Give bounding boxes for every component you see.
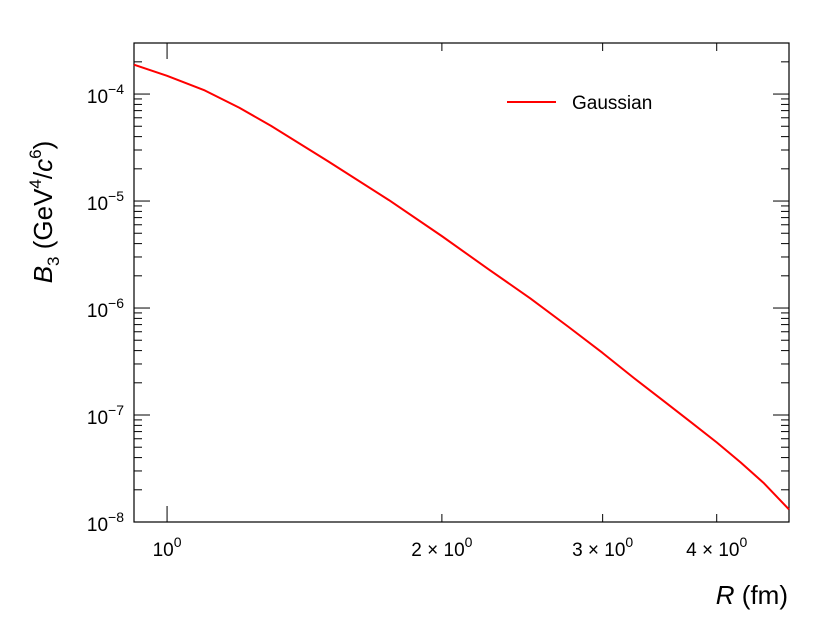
y-tick-label: 10−4	[87, 81, 124, 108]
y-axis-label-slash: /	[28, 171, 58, 179]
y-axis-label-var: B	[28, 266, 58, 283]
x-tick-label: 4 × 100	[686, 534, 747, 561]
y-axis-label-sub: 3	[44, 256, 63, 265]
y-tick-label: 10−6	[87, 295, 124, 322]
x-axis-label: R (fm)	[716, 580, 788, 610]
y-axis-label: B3 (GeV4/c6)	[26, 141, 63, 284]
x-tick-label: 2 × 100	[411, 534, 472, 561]
legend: Gaussian	[507, 93, 652, 114]
y-tick-label: 10−5	[87, 188, 124, 215]
y-axis-label-sup1: 4	[26, 179, 45, 188]
plot-area-frame	[133, 42, 790, 523]
tick-labels: 100 2 × 100 3 × 100 4 × 100 10−4 10−5 10−6 10−7…	[87, 81, 748, 561]
x-axis-label-unit: (fm)	[735, 580, 788, 610]
x-axis-label-var: R	[716, 580, 735, 610]
legend-label-gaussian: Gaussian	[572, 93, 652, 114]
x-tick-label: 100	[153, 534, 182, 561]
y-axis-label-sup2: 6	[26, 149, 45, 158]
y-axis-label-var2: c	[28, 159, 58, 172]
axis-ticks	[134, 43, 789, 523]
series-line-gaussian	[133, 63, 790, 511]
x-tick-label: 3 × 100	[572, 534, 633, 561]
y-tick-label: 10−7	[87, 402, 124, 429]
y-tick-label: 10−8	[87, 509, 124, 536]
y-axis-label-close: )	[28, 141, 58, 150]
y-axis-label-unit: (GeV	[28, 188, 58, 257]
series-layer	[133, 63, 790, 511]
